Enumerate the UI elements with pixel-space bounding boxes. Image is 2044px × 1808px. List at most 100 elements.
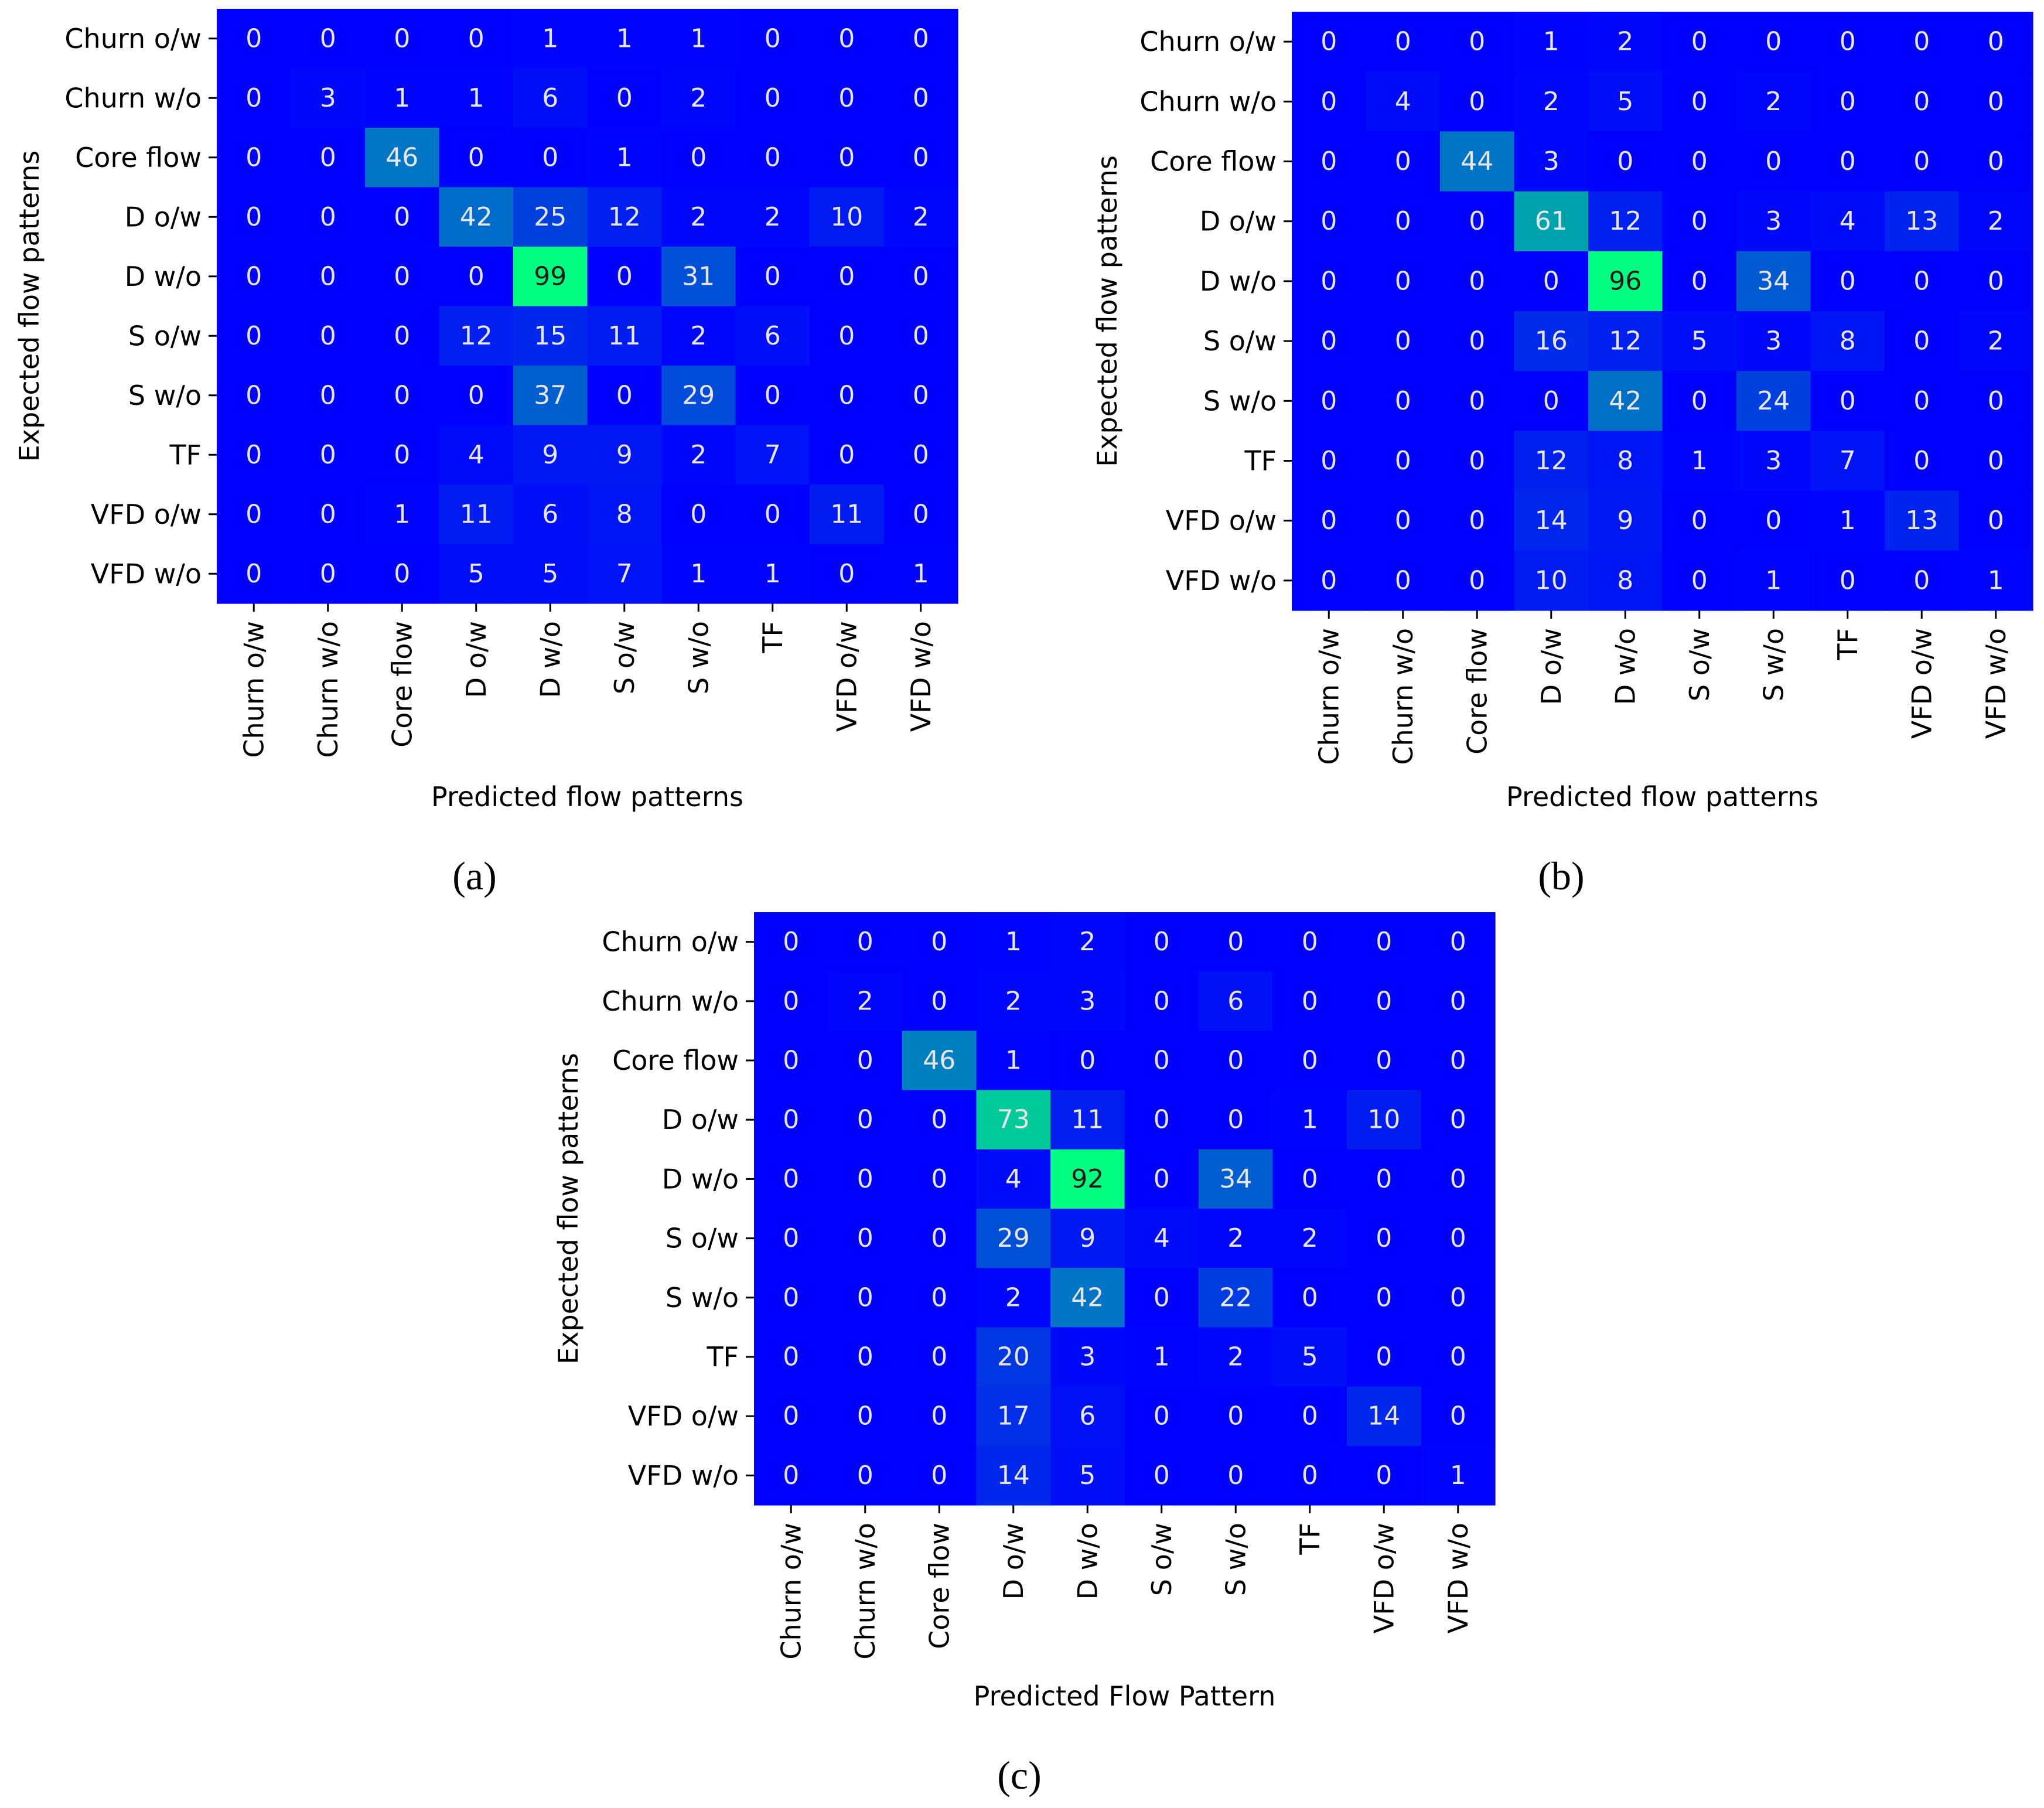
cell-value: 0 <box>320 380 336 410</box>
cell-value: 7 <box>616 559 633 589</box>
cell-value: 0 <box>838 83 855 113</box>
x-tick-label: VFD o/w <box>1906 628 1937 739</box>
cell-value: 0 <box>783 1401 799 1431</box>
x-tick-label: S w/o <box>683 621 714 694</box>
heatmap-cell <box>735 9 810 69</box>
heatmap-cell <box>1347 1327 1422 1387</box>
cell-value: 0 <box>913 440 929 470</box>
cell-value: 3 <box>1543 146 1560 176</box>
heatmap-cell <box>513 366 588 426</box>
cell-value: 1 <box>1005 1046 1022 1076</box>
cell-value: 46 <box>923 1046 956 1076</box>
cell-value: 0 <box>931 1342 947 1372</box>
heatmap-cell <box>828 1209 903 1268</box>
cell-value: 25 <box>534 202 567 232</box>
cell-value: 0 <box>1840 266 1856 296</box>
cell-value: 8 <box>1617 565 1633 595</box>
cell-value: 1 <box>765 559 781 589</box>
cell-value: 0 <box>1320 446 1337 476</box>
x-axis-label: Predicted Flow Pattern <box>974 1680 1276 1712</box>
y-tick-label: S o/w <box>128 320 202 352</box>
heatmap-cell <box>1124 1209 1199 1268</box>
cell-value: 0 <box>1395 565 1411 595</box>
heatmap-cell <box>976 1445 1051 1506</box>
heatmap-cell <box>754 1268 829 1328</box>
cell-value: 0 <box>783 1461 799 1490</box>
heatmap-cell <box>1124 1149 1199 1209</box>
cell-value: 0 <box>1765 146 1782 176</box>
cell-value: 7 <box>1840 446 1856 476</box>
heatmap-cell <box>1514 371 1589 431</box>
heatmap-cell <box>1662 131 1737 192</box>
cell-value: 8 <box>1617 446 1633 476</box>
heatmap-cell <box>810 544 885 604</box>
cell-value: 3 <box>320 83 336 113</box>
cell-value: 0 <box>320 559 336 589</box>
cell-value: 0 <box>468 261 484 291</box>
cell-value: 0 <box>1154 1282 1170 1312</box>
cell-value: 6 <box>542 83 558 113</box>
heatmap-cell <box>1347 1090 1422 1150</box>
cell-value: 2 <box>1227 1342 1244 1372</box>
cell-value: 12 <box>460 321 493 351</box>
cell-value: 4 <box>1005 1164 1022 1194</box>
cell-value: 0 <box>245 83 262 113</box>
cell-value: 34 <box>1757 266 1790 296</box>
cell-value: 0 <box>245 202 262 232</box>
cell-value: 0 <box>931 1461 947 1490</box>
cell-value: 0 <box>245 23 262 53</box>
cell-value: 0 <box>1376 986 1392 1016</box>
cell-value: 0 <box>394 380 410 410</box>
cell-value: 0 <box>1840 565 1856 595</box>
cell-value: 29 <box>997 1223 1030 1253</box>
heatmap-cell <box>587 306 662 366</box>
cell-value: 0 <box>838 321 855 351</box>
cell-value: 1 <box>394 499 410 529</box>
cell-value: 0 <box>931 1282 947 1312</box>
cell-value: 0 <box>1395 506 1411 535</box>
cell-value: 0 <box>1691 146 1708 176</box>
cell-value: 0 <box>1765 506 1782 535</box>
heatmap-cell <box>1347 1209 1422 1268</box>
heatmap-cell <box>1347 1386 1422 1447</box>
heatmap-cell <box>1958 251 2033 312</box>
cell-value: 0 <box>1320 87 1337 117</box>
y-tick-label: D o/w <box>125 201 202 233</box>
heatmap-cell <box>1272 1327 1347 1387</box>
heatmap-cell <box>902 912 977 972</box>
cell-value: 16 <box>1535 326 1568 356</box>
heatmap-cell <box>1272 1209 1347 1268</box>
cell-value: 0 <box>765 261 781 291</box>
cell-value: 0 <box>1913 565 1930 595</box>
cell-value: 0 <box>1376 1342 1392 1372</box>
heatmap-cell <box>1514 251 1589 312</box>
heatmap-cell <box>1199 1445 1274 1506</box>
heatmap-cell <box>291 366 366 426</box>
heatmap-cell <box>1662 490 1737 551</box>
heatmap-cell <box>217 306 292 366</box>
heatmap-cell <box>1421 1386 1496 1447</box>
heatmap-cell <box>1958 71 2033 132</box>
cell-value: 0 <box>931 986 947 1016</box>
cell-value: 0 <box>320 499 336 529</box>
heatmap-cell <box>1440 431 1515 492</box>
heatmap-cell <box>439 366 514 426</box>
heatmap-cell <box>754 1149 829 1209</box>
cell-value: 73 <box>997 1105 1030 1135</box>
cell-value: 0 <box>1840 386 1856 416</box>
heatmap-cell <box>587 9 662 69</box>
heatmap-cell <box>365 187 440 247</box>
y-tick-label: TF <box>169 439 202 470</box>
cell-value: 0 <box>1320 146 1337 176</box>
y-tick-label: VFD o/w <box>91 499 202 530</box>
cell-value: 0 <box>1840 27 1856 57</box>
heatmap-cell <box>1292 12 1367 72</box>
cell-value: 42 <box>1071 1282 1104 1312</box>
heatmap-cell <box>1199 1268 1274 1328</box>
y-tick-label: S o/w <box>1203 325 1277 357</box>
cell-value: 0 <box>1469 266 1485 296</box>
cell-value: 0 <box>857 1223 873 1253</box>
heatmap-cell <box>1272 1386 1347 1447</box>
heatmap-cell <box>828 1445 903 1506</box>
